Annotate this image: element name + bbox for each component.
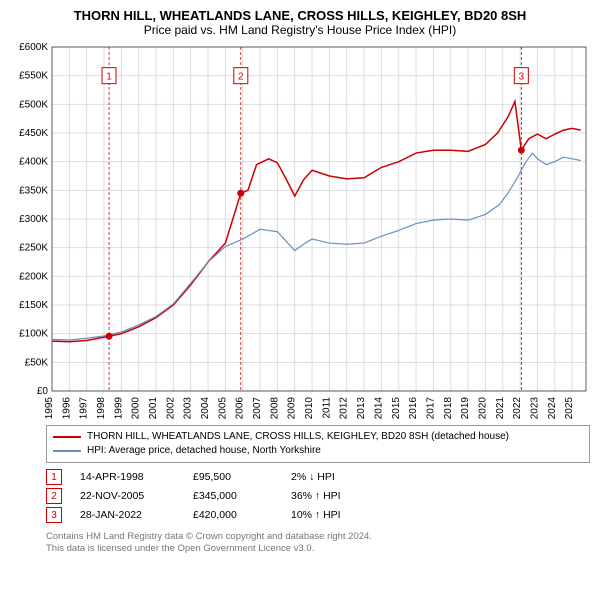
chart-title-block: THORN HILL, WHEATLANDS LANE, CROSS HILLS… [0,0,600,41]
svg-text:£600K: £600K [19,42,48,53]
event-date: 14-APR-1998 [80,471,175,483]
footer-line1: Contains HM Land Registry data © Crown c… [46,531,590,543]
legend-swatch [53,436,81,438]
chart-title-line2: Price paid vs. HM Land Registry's House … [8,23,592,37]
svg-text:2023: 2023 [529,397,540,420]
svg-text:2003: 2003 [183,397,194,420]
svg-text:£50K: £50K [25,357,49,368]
svg-text:2001: 2001 [148,397,159,420]
svg-text:£350K: £350K [19,185,48,196]
svg-text:2020: 2020 [477,397,488,420]
legend-swatch [53,450,81,452]
svg-text:£100K: £100K [19,329,48,340]
event-delta: 36% ↑ HPI [291,490,381,502]
legend: THORN HILL, WHEATLANDS LANE, CROSS HILLS… [46,425,590,463]
legend-row: THORN HILL, WHEATLANDS LANE, CROSS HILLS… [53,430,583,444]
event-price: £95,500 [193,471,273,483]
svg-text:2009: 2009 [287,397,298,420]
svg-text:1: 1 [106,72,112,83]
svg-text:2018: 2018 [443,397,454,420]
svg-text:£450K: £450K [19,128,48,139]
svg-text:2: 2 [238,72,244,83]
event-row: 3 28-JAN-2022 £420,000 10% ↑ HPI [46,507,590,523]
svg-text:£200K: £200K [19,271,48,282]
svg-text:1999: 1999 [113,397,124,420]
legend-row: HPI: Average price, detached house, Nort… [53,444,583,458]
svg-text:£0: £0 [37,386,49,397]
footer-line2: This data is licensed under the Open Gov… [46,543,590,555]
price-chart: £0 £50K £100K £150K £200K £250K £300K £350K £400… [6,41,594,421]
svg-text:2010: 2010 [304,397,315,420]
svg-text:£150K: £150K [19,300,48,311]
svg-text:2022: 2022 [512,397,523,420]
svg-text:2021: 2021 [495,397,506,420]
event-price: £345,000 [193,490,273,502]
svg-text:1998: 1998 [96,397,107,420]
event-row: 2 22-NOV-2005 £345,000 36% ↑ HPI [46,488,590,504]
event-badge: 2 [46,488,62,504]
svg-text:1997: 1997 [79,397,90,420]
svg-text:£250K: £250K [19,243,48,254]
event-badge: 1 [46,469,62,485]
legend-label: HPI: Average price, detached house, Nort… [87,444,321,458]
svg-text:2016: 2016 [408,397,419,420]
event-price: £420,000 [193,509,273,521]
svg-text:2012: 2012 [339,397,350,420]
svg-text:2006: 2006 [235,397,246,420]
event-badge: 3 [46,507,62,523]
event-row: 1 14-APR-1998 £95,500 2% ↓ HPI [46,469,590,485]
svg-text:2002: 2002 [165,397,176,420]
svg-text:2007: 2007 [252,397,263,420]
svg-text:2014: 2014 [373,397,384,420]
svg-text:2004: 2004 [200,397,211,420]
svg-text:£500K: £500K [19,99,48,110]
sales-events: 1 14-APR-1998 £95,500 2% ↓ HPI 2 22-NOV-… [46,469,590,523]
svg-text:£400K: £400K [19,157,48,168]
svg-text:1996: 1996 [61,397,72,420]
svg-text:2015: 2015 [391,397,402,420]
svg-text:2013: 2013 [356,397,367,420]
svg-text:£550K: £550K [19,71,48,82]
svg-text:2025: 2025 [564,397,575,420]
svg-text:1995: 1995 [44,397,55,420]
legend-label: THORN HILL, WHEATLANDS LANE, CROSS HILLS… [87,430,509,444]
svg-text:2019: 2019 [460,397,471,420]
svg-text:2000: 2000 [131,397,142,420]
svg-text:2011: 2011 [321,397,332,419]
svg-text:3: 3 [519,72,525,83]
svg-text:2017: 2017 [425,397,436,420]
attribution-footer: Contains HM Land Registry data © Crown c… [46,531,590,555]
event-date: 22-NOV-2005 [80,490,175,502]
event-date: 28-JAN-2022 [80,509,175,521]
svg-text:2008: 2008 [269,397,280,420]
event-delta: 10% ↑ HPI [291,509,381,521]
chart-svg: £0 £50K £100K £150K £200K £250K £300K £350K £400… [6,41,594,421]
svg-text:2024: 2024 [547,397,558,420]
event-delta: 2% ↓ HPI [291,471,381,483]
svg-text:£300K: £300K [19,214,48,225]
chart-title-line1: THORN HILL, WHEATLANDS LANE, CROSS HILLS… [8,8,592,23]
svg-text:2005: 2005 [217,397,228,420]
